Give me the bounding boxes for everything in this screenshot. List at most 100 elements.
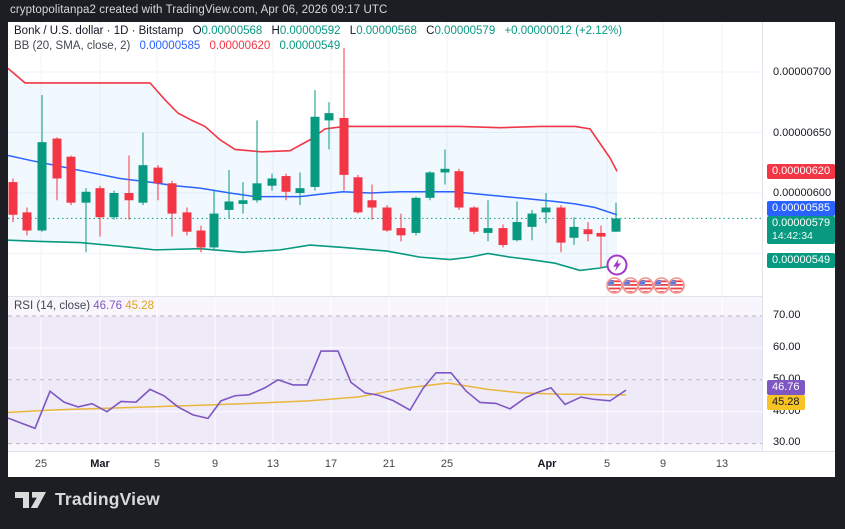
candle (411, 196, 421, 236)
time-axis-label: 13 (715, 458, 729, 470)
candle (596, 225, 606, 269)
candle (556, 205, 566, 253)
candle (281, 173, 291, 201)
bb-indicator-row: BB (20, SMA, close, 2) 0.00000585 0.0000… (14, 39, 622, 54)
candle (541, 193, 551, 224)
candle (153, 165, 163, 201)
candle (367, 184, 377, 220)
rsi-legend: RSI (14, close) 46.76 45.28 (14, 300, 154, 312)
candle (209, 190, 219, 250)
candle (267, 173, 277, 191)
price-badge: 0.00000620 (767, 164, 836, 179)
axis-price-label: 0.00000600 (773, 187, 832, 199)
price-change: +0.00000012 (+2.12%) (504, 25, 623, 37)
price-badge: 45.28 (767, 395, 805, 410)
candle (238, 182, 248, 214)
candle (8, 178, 18, 223)
ohlc-low: L0.00000568 (349, 25, 417, 37)
axis-price-label: 0.00000700 (773, 66, 832, 78)
symbol-title: Bonk / U.S. dollar · 1D · Bitstamp (14, 25, 184, 37)
axis-price-label: 30.00 (773, 436, 801, 448)
bb-upper-value: 0.00000620 (209, 40, 271, 52)
candle (440, 149, 450, 185)
candle (425, 171, 435, 201)
symbol-ohlc-row: Bonk / U.S. dollar · 1D · Bitstamp O0.00… (14, 24, 622, 39)
candle (95, 185, 105, 237)
candle (324, 102, 334, 150)
time-axis-label: 25 (440, 458, 454, 470)
symbol-legend: Bonk / U.S. dollar · 1D · Bitstamp O0.00… (14, 24, 622, 54)
candle (66, 155, 76, 206)
price-axis[interactable]: USD 0.000007000.000006500.0000060070.006… (762, 22, 836, 451)
tradingview-logo-icon (15, 491, 46, 508)
candle (81, 188, 91, 253)
time-axis-label: 5 (603, 458, 611, 470)
candle (310, 90, 320, 191)
price-badge: 46.76 (767, 380, 805, 395)
time-axis-label: Apr (537, 458, 557, 470)
candle (512, 201, 522, 242)
time-axis-label: 5 (153, 458, 161, 470)
us-flag-event-icon[interactable] (668, 277, 686, 299)
rsi-value: 46.76 (93, 300, 123, 312)
candle (138, 132, 148, 206)
rsi-chart[interactable] (8, 297, 762, 451)
bb-basis-value: 0.00000585 (139, 40, 201, 52)
candle (527, 209, 537, 241)
candle (252, 120, 262, 203)
candle (196, 225, 206, 253)
ohlc-open: O0.00000568 (192, 25, 263, 37)
time-axis-label: Mar (90, 458, 110, 470)
candle (37, 94, 47, 232)
chart-frame: Bonk / U.S. dollar · 1D · Bitstamp O0.00… (8, 22, 836, 477)
rsi-ma-value: 45.28 (125, 300, 155, 312)
rsi-pane[interactable] (8, 296, 762, 451)
us-flag-event-icon[interactable] (621, 277, 639, 299)
candle (483, 200, 493, 242)
time-axis[interactable]: 25 Mar 5 9 13 17 21 25 Apr 5 9 13 (8, 451, 835, 477)
us-flag-event-icon[interactable] (606, 277, 623, 299)
main-price-pane[interactable] (8, 22, 762, 296)
bollinger-basis-line (8, 154, 618, 216)
rsi-background (8, 297, 762, 451)
ohlc-high: H0.00000592 (271, 25, 341, 37)
time-axis-label: 25 (34, 458, 48, 470)
time-axis-label: 21 (382, 458, 396, 470)
tradingview-logo[interactable]: TradingView (14, 489, 160, 510)
candle (611, 202, 621, 232)
ohlc-close: C0.00000579 (426, 25, 496, 37)
lightning-event-icon[interactable] (604, 252, 630, 278)
time-axis-label: 13 (266, 458, 280, 470)
candle (469, 206, 479, 235)
price-badge: 0.00000549 (767, 253, 836, 268)
bollinger-lower-band (8, 239, 618, 272)
candle (382, 205, 392, 232)
axis-price-label: 70.00 (773, 309, 801, 321)
tradingview-logo-text: TradingView (55, 489, 160, 509)
candle (498, 224, 508, 248)
rsi-line (8, 350, 627, 430)
candle (583, 222, 593, 242)
time-axis-label: 9 (659, 458, 667, 470)
us-flag-event-icon[interactable] (652, 277, 670, 299)
bb-lower-value: 0.00000549 (279, 40, 341, 52)
candlestick-chart[interactable] (8, 22, 762, 296)
axis-price-label: 0.00000650 (773, 127, 832, 139)
bb-label: BB (20, SMA, close, 2) (14, 40, 131, 52)
price-badge: 0.00000585 (767, 201, 836, 216)
time-axis-label: 17 (324, 458, 338, 470)
screenshot-attribution: cryptopolitanpa2 created with TradingVie… (10, 4, 388, 16)
price-badge: 0.00000579 14:42:34 (767, 216, 836, 244)
candle (167, 180, 177, 237)
candle (224, 170, 234, 219)
rsi-ma-line (8, 382, 627, 414)
candle (339, 47, 349, 191)
us-flag-event-icon[interactable] (637, 277, 654, 299)
candle (295, 172, 305, 206)
candle (109, 190, 119, 220)
candle (396, 213, 406, 242)
rsi-label: RSI (14, close) (14, 300, 91, 312)
candle (52, 137, 62, 201)
candle (454, 168, 464, 210)
